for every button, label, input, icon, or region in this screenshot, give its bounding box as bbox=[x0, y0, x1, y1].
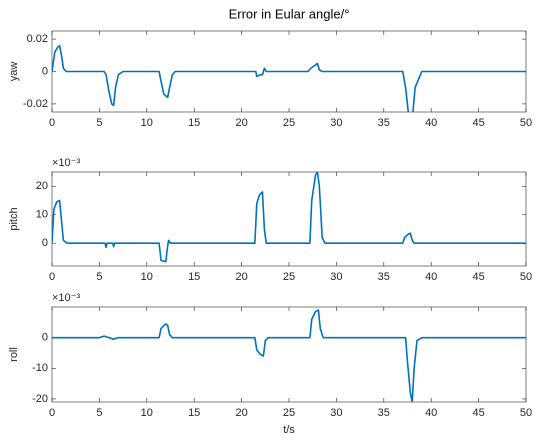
x-tick-label: 40 bbox=[425, 407, 437, 419]
x-tick-label: 50 bbox=[520, 117, 532, 129]
y-tick-label: 0.02 bbox=[27, 33, 48, 45]
y-axis-label: roll bbox=[8, 347, 20, 362]
axes-box bbox=[51, 171, 527, 267]
x-tick-label: 15 bbox=[188, 117, 200, 129]
data-line bbox=[52, 44, 526, 112]
x-tick-label: 30 bbox=[330, 271, 342, 283]
x-tick-label: 5 bbox=[96, 117, 102, 129]
x-tick-label: 35 bbox=[378, 271, 390, 283]
y-tick-label: 10 bbox=[36, 209, 48, 221]
y-tick-label: -10 bbox=[32, 362, 48, 374]
x-tick-label: 0 bbox=[49, 271, 55, 283]
x-tick-label: 20 bbox=[235, 407, 247, 419]
x-tick-label: 20 bbox=[235, 271, 247, 283]
data-line bbox=[52, 309, 526, 402]
y-axis-label: pitch bbox=[8, 207, 20, 230]
x-axis-label: t/s bbox=[283, 424, 295, 436]
y-tick-label: -20 bbox=[32, 393, 48, 405]
x-tick-label: 25 bbox=[283, 117, 295, 129]
x-tick-label: 0 bbox=[49, 117, 55, 129]
x-tick-label: 10 bbox=[141, 271, 153, 283]
axes-box bbox=[51, 306, 527, 403]
x-tick-label: 40 bbox=[425, 117, 437, 129]
chart-title: Error in Eular angle/° bbox=[229, 6, 350, 21]
x-tick-label: 25 bbox=[283, 271, 295, 283]
x-tick-label: 25 bbox=[283, 407, 295, 419]
y-tick-label: -0.02 bbox=[23, 98, 48, 110]
x-tick-label: 5 bbox=[96, 271, 102, 283]
data-line bbox=[52, 172, 526, 263]
y-tick-label: 0 bbox=[42, 332, 48, 344]
x-tick-label: 10 bbox=[141, 117, 153, 129]
x-tick-label: 5 bbox=[96, 407, 102, 419]
x-tick-label: 50 bbox=[520, 271, 532, 283]
y-axis-label: yaw bbox=[8, 62, 20, 82]
x-tick-label: 20 bbox=[235, 117, 247, 129]
x-tick-label: 15 bbox=[188, 271, 200, 283]
axis-exponent: ×10⁻³ bbox=[52, 157, 80, 169]
y-tick-label: 0 bbox=[42, 237, 48, 249]
x-tick-label: 0 bbox=[49, 407, 55, 419]
x-tick-label: 45 bbox=[472, 407, 484, 419]
x-tick-label: 35 bbox=[378, 407, 390, 419]
x-tick-label: 45 bbox=[472, 117, 484, 129]
x-tick-label: 15 bbox=[188, 407, 200, 419]
x-tick-label: 10 bbox=[141, 407, 153, 419]
x-tick-label: 45 bbox=[472, 271, 484, 283]
y-tick-label: 20 bbox=[36, 180, 48, 192]
x-tick-label: 35 bbox=[378, 117, 390, 129]
x-tick-label: 30 bbox=[330, 117, 342, 129]
x-tick-label: 40 bbox=[425, 271, 437, 283]
x-tick-label: 50 bbox=[520, 407, 532, 419]
x-tick-label: 30 bbox=[330, 407, 342, 419]
y-tick-label: 0 bbox=[42, 65, 48, 77]
axis-exponent: ×10⁻³ bbox=[52, 292, 80, 304]
